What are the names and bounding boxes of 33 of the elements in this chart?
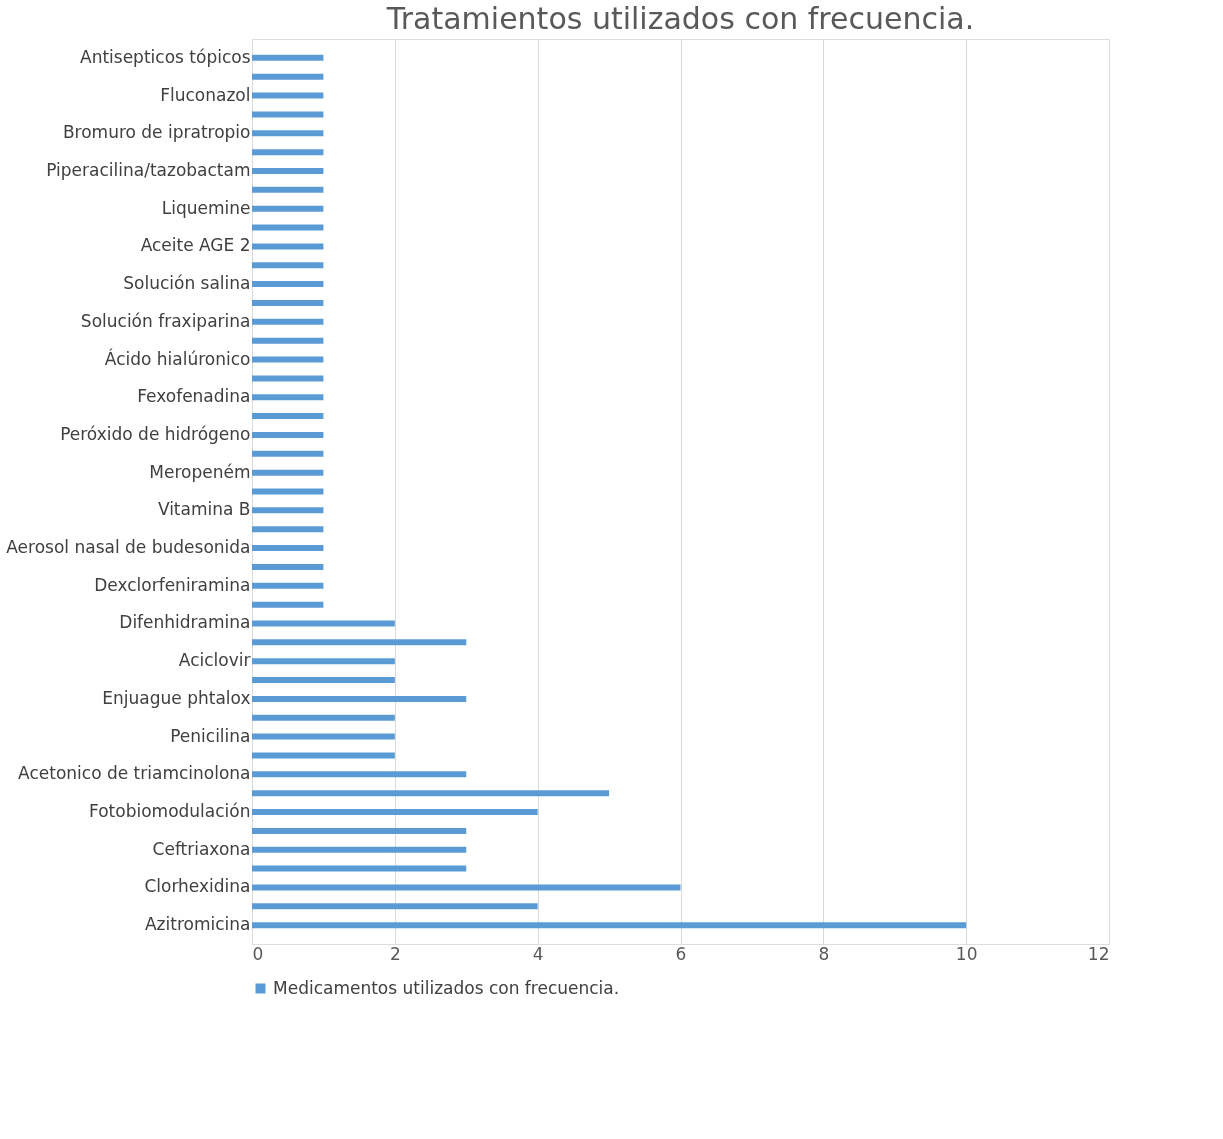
- x-tick-label: 8: [818, 943, 830, 964]
- chart-title: Tratamientos utilizados con frecuencia.: [385, 1, 975, 36]
- x-tick-label: 10: [955, 943, 978, 964]
- y-tick-label: Liquemine: [161, 197, 251, 218]
- y-tick-label: Solución fraxiparina: [80, 310, 251, 331]
- y-tick-label: Dexclorfeniramina: [94, 574, 251, 595]
- y-tick-label: Aerosol nasal de budesonida: [6, 537, 251, 558]
- y-tick-label: Meropeném: [149, 461, 251, 482]
- y-tick-label: Aceite AGE 2: [140, 235, 251, 256]
- x-tick-label: 0: [252, 943, 264, 964]
- y-tick-label: Antisepticos tópicos: [80, 46, 251, 67]
- y-tick-label: Azitromicina: [144, 914, 251, 935]
- y-tick-label: Vitamina B: [157, 499, 251, 520]
- y-tick-label: Aciclovir: [178, 650, 251, 671]
- y-tick-label: Bromuro de ipratropio: [62, 122, 251, 143]
- y-tick-label: Ceftriaxona: [152, 838, 251, 859]
- y-tick-label: Ácido hialúronico: [104, 347, 251, 369]
- y-tick-label: Penicilina: [170, 725, 251, 746]
- y-tick-label: Acetonico de triamcinolona: [18, 763, 251, 784]
- y-tick-label: Piperacilina/tazobactam: [46, 159, 251, 180]
- y-tick-label: Enjuague phtalox: [102, 687, 251, 708]
- y-tick-label: Fexofenadina: [137, 386, 251, 407]
- y-tick-label: Peróxido de hidrógeno: [60, 423, 251, 444]
- x-tick-label: 6: [675, 943, 687, 964]
- x-tick-label: 12: [1087, 943, 1110, 964]
- y-tick-label: Fotobiomodulación: [89, 801, 251, 822]
- legend-label: Medicamentos utilizados con frecuencia.: [273, 977, 620, 998]
- y-tick-label: Difenhidramina: [119, 612, 251, 633]
- y-tick-label: Fluconazol: [160, 84, 251, 105]
- y-tick-label: Clorhexidina: [144, 876, 251, 897]
- x-tick-label: 2: [389, 943, 401, 964]
- y-tick-label: Solución salina: [123, 273, 251, 294]
- x-tick-label: 4: [532, 943, 544, 964]
